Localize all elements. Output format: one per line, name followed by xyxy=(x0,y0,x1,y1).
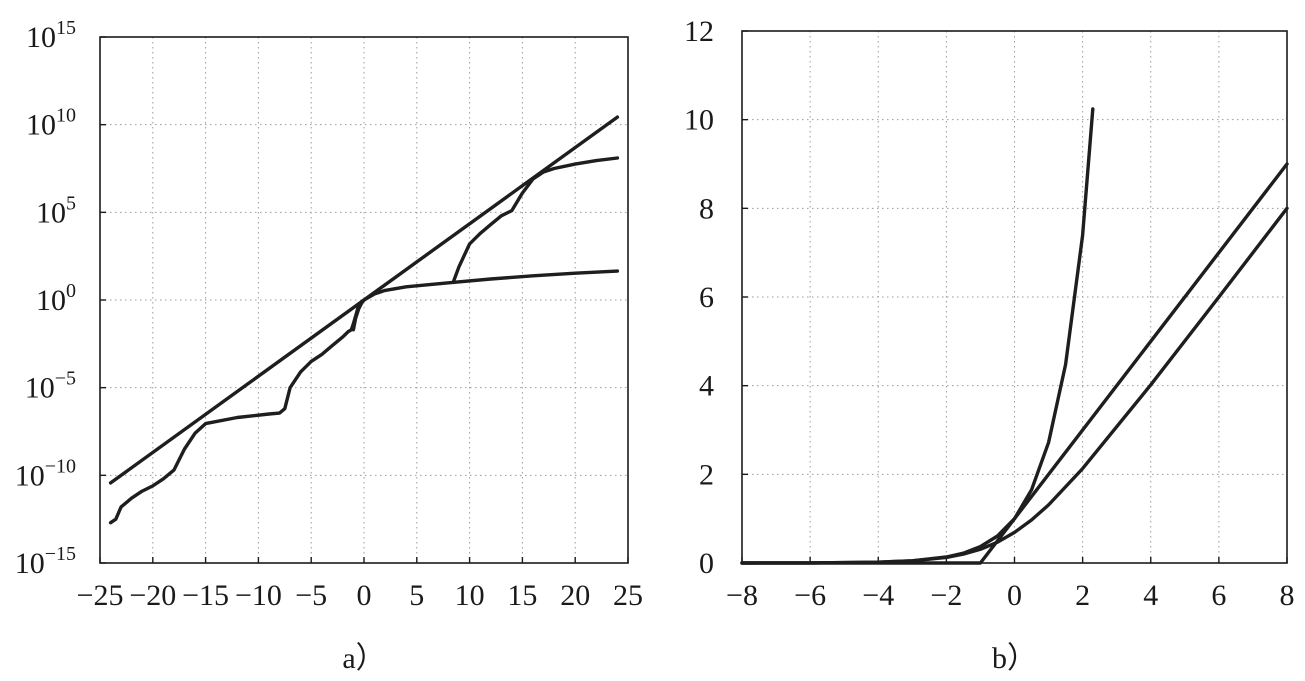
panel-a-y-tick-label: 105 xyxy=(36,192,76,229)
panel-b-x-tick-label: −4 xyxy=(862,579,894,612)
panel-a-x-tick-label: −25 xyxy=(77,579,124,612)
panel-a-x-tick-label: −5 xyxy=(295,579,327,612)
panel-a-y-tick-base: 10 xyxy=(36,284,66,317)
panel-b-series xyxy=(740,107,1289,565)
panel-a-y-tick-label: 1010 xyxy=(26,105,76,142)
panel-b-y-tick-label: 2 xyxy=(699,458,714,491)
panel-b-linear-chart: −8 −6 −4 −2 0 2 4 6 8 0 2 4 6 8 10 12 b） xyxy=(684,15,1295,675)
panel-a-x-tick-label: 15 xyxy=(507,579,537,612)
panel-a-grid xyxy=(100,37,628,563)
panel-b-y-tick-label: 12 xyxy=(684,15,714,48)
panel-a-x-tick-label: −20 xyxy=(129,579,176,612)
panel-b-label: b） xyxy=(992,642,1037,675)
panel-b-y-tick-label: 6 xyxy=(699,281,714,314)
panel-a-y-tick-base: 10 xyxy=(25,372,55,405)
panel-a-x-tick-label: 10 xyxy=(455,579,485,612)
panel-a-x-tick-label: −15 xyxy=(182,579,229,612)
panel-b-x-tick-label: 4 xyxy=(1143,579,1158,612)
panel-b-ticks: −8 −6 −4 −2 0 2 4 6 8 0 2 4 6 8 10 12 xyxy=(684,15,1295,612)
panel-a-y-tick-exponent: −5 xyxy=(55,368,76,390)
panel-a-series-line-2 xyxy=(108,269,620,525)
panel-b-y-tick-label: 4 xyxy=(699,370,714,403)
panel-b-y-tick-label: 0 xyxy=(699,547,714,580)
panel-a-x-tick-label: −10 xyxy=(235,579,282,612)
panel-a-y-tick-label: 10−15 xyxy=(15,543,76,580)
panel-a-ticks: −25 −20 −15 −10 −5 0 5 10 15 20 2510−1510−1010−510… xyxy=(15,17,643,612)
panel-a-label: a） xyxy=(342,642,385,675)
panel-a-series-line-3 xyxy=(351,298,366,332)
panel-a-x-tick-label: 0 xyxy=(357,579,372,612)
panel-b-x-tick-label: −2 xyxy=(930,579,962,612)
panel-b-y-tick-label: 10 xyxy=(684,104,714,137)
panel-a-x-tick-label: 5 xyxy=(409,579,424,612)
panel-a-y-tick-base: 10 xyxy=(26,109,56,142)
panel-b-y-tick-label: 8 xyxy=(699,192,714,225)
panel-a-y-tick-exponent: 0 xyxy=(66,280,76,302)
panel-a-y-tick-exponent: 10 xyxy=(56,105,76,127)
panel-a-x-tick-label: 20 xyxy=(560,579,590,612)
panel-a-x-tick-label: 25 xyxy=(613,579,643,612)
panel-b-series-line-3 xyxy=(740,162,1289,565)
panel-b-x-tick-label: −8 xyxy=(726,579,758,612)
panel-b-x-tick-label: 0 xyxy=(1007,579,1022,612)
panel-a-y-tick-base: 10 xyxy=(15,459,45,492)
panel-a-log-chart: −25 −20 −15 −10 −5 0 5 10 15 20 2510−1510−1010−510… xyxy=(15,17,643,675)
panel-a-y-tick-base: 10 xyxy=(15,547,45,580)
panel-a-y-tick-exponent: 5 xyxy=(66,192,76,214)
panel-a-y-tick-base: 10 xyxy=(36,196,66,229)
panel-b-x-tick-label: 2 xyxy=(1075,579,1090,612)
panel-b-series-line-1 xyxy=(740,107,1095,565)
panel-b-grid xyxy=(742,31,1287,563)
panel-b-x-tick-label: 6 xyxy=(1211,579,1226,612)
panel-a-y-tick-label: 1015 xyxy=(26,17,76,54)
panel-a-y-tick-exponent: −15 xyxy=(45,543,76,565)
panel-a-y-tick-exponent: 15 xyxy=(56,17,76,39)
panel-b-x-tick-label: −6 xyxy=(794,579,826,612)
panel-a-series-line-4 xyxy=(452,156,620,283)
panel-a-y-tick-label: 10−10 xyxy=(15,455,76,492)
panel-a-series xyxy=(108,115,620,525)
panel-a-y-tick-label: 100 xyxy=(36,280,76,317)
panel-a-y-tick-base: 10 xyxy=(26,21,56,54)
panel-b-x-tick-label: 8 xyxy=(1280,579,1295,612)
panel-a-y-tick-label: 10−5 xyxy=(25,368,76,405)
panel-a-y-tick-exponent: −10 xyxy=(45,455,76,477)
